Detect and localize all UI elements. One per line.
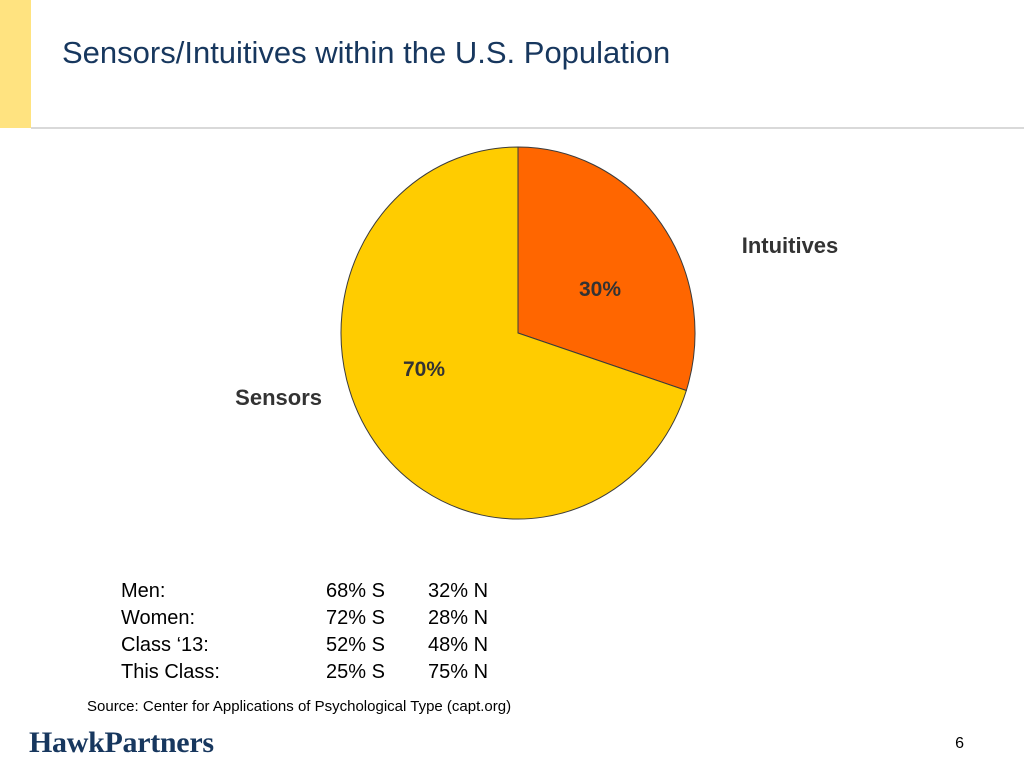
slide-title: Sensors/Intuitives within the U.S. Popul… (62, 35, 671, 70)
stat-group-label: Men: (121, 580, 166, 602)
stat-row-men: Men: 68% S 32% N (121, 580, 541, 607)
stat-intuitives-value: 48% N (428, 634, 489, 656)
stat-sensors-value: 52% S (326, 634, 385, 656)
data-label-sensors: 70% (403, 358, 445, 381)
stat-sensors-value: 72% S (326, 607, 385, 629)
stat-row-this-class: This Class: 25% S 75% N (121, 661, 541, 688)
source-note: Source: Center for Applications of Psych… (87, 698, 512, 715)
stat-group-label: Women: (121, 607, 196, 629)
title-divider (31, 127, 1024, 129)
category-label-sensors: Sensors (235, 385, 322, 410)
hawkpartners-logo: HawkPartners (29, 726, 214, 759)
data-label-intuitives: 30% (579, 278, 621, 301)
accent-bar (0, 0, 31, 128)
stat-intuitives-value: 28% N (428, 607, 489, 629)
pie-slice-intuitives (517, 146, 696, 392)
stats-table: Men: 68% S 32% N Women: 72% S 28% N Clas… (121, 580, 541, 688)
stat-sensors-value: 25% S (326, 661, 385, 683)
page-number: 6 (955, 735, 964, 752)
pie-slice-sensors (340, 146, 687, 520)
stat-group-label: This Class: (121, 661, 220, 683)
category-label-intuitives: Intuitives (742, 233, 839, 258)
stat-row-class-13: Class ‘13: 52% S 48% N (121, 634, 541, 661)
stat-row-women: Women: 72% S 28% N (121, 607, 541, 634)
stat-intuitives-value: 75% N (428, 661, 489, 683)
stat-group-label: Class ‘13: (121, 634, 209, 656)
stat-intuitives-value: 32% N (428, 580, 489, 602)
stat-sensors-value: 68% S (326, 580, 385, 602)
